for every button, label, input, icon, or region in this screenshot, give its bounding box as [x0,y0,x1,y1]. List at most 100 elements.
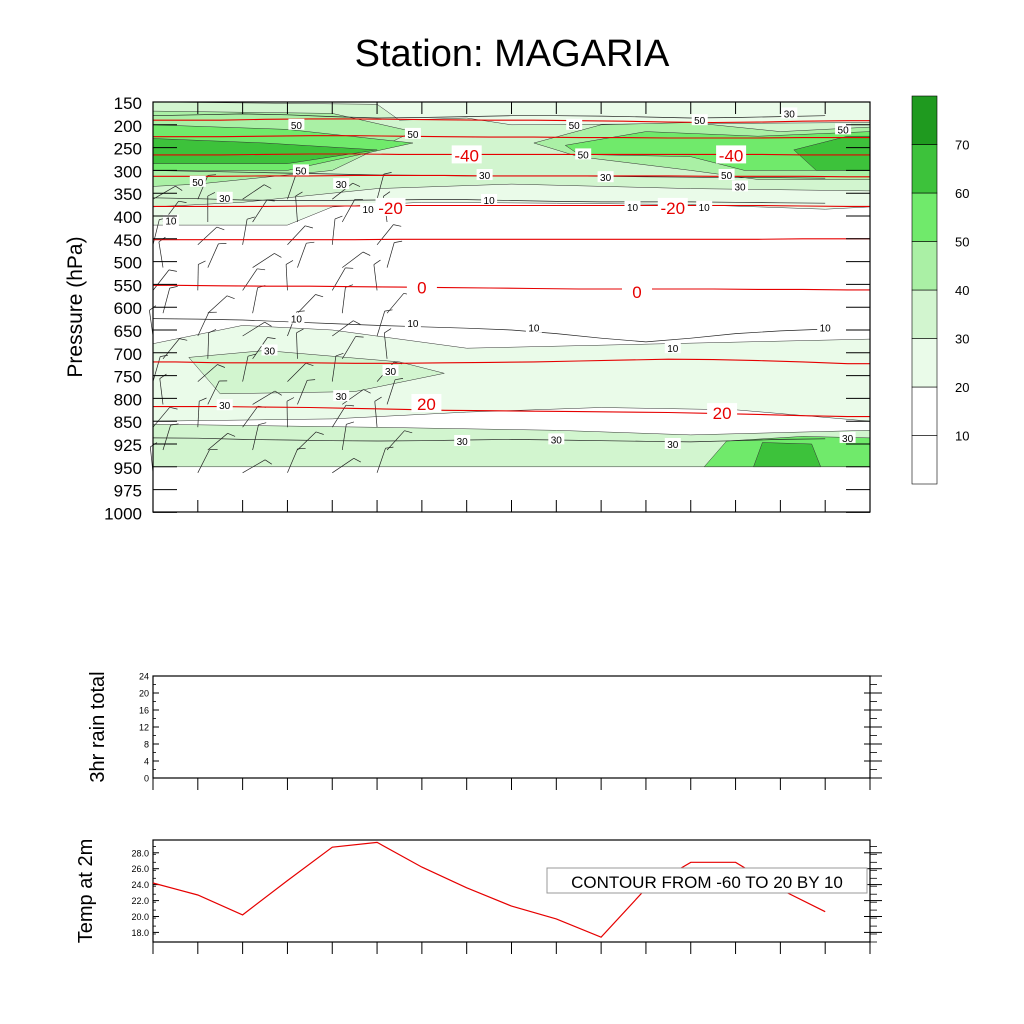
wind-barb-flag [208,329,217,334]
wind-barb [376,448,386,473]
wind-barb [252,424,259,451]
wind-label-bg [781,107,798,119]
wind-label-bg [261,344,278,356]
wind-barb-flag [274,390,282,396]
wind-speed-label: 30 [457,437,469,448]
contour-note-text: CONTOUR FROM -60 TO 20 BY 10 [571,873,843,892]
wind-barb [297,294,316,314]
temperature-contour-10 [153,358,870,365]
wind-barb [383,332,388,359]
wind-speed-label: 30 [219,401,231,412]
colorbar-label: 10 [955,429,969,444]
pressure-tick-label: 200 [114,117,142,136]
wind-barb-flag [198,260,206,265]
colorbar-box [911,241,938,291]
wind-barb [242,219,248,245]
wind-barb-flag [257,268,266,271]
wind-barb [162,288,171,314]
temperature-contour-label: 20 [417,395,436,414]
wind-barb [159,378,164,405]
wind-barb-flag [352,182,361,187]
pressure-tick-label: 950 [114,459,142,478]
y-tick-label: 0 [144,774,149,784]
rain-plot-frame [152,675,871,779]
wind-label-bg [382,365,399,376]
wind-barb-flag [335,352,344,357]
temperature-contour--10 [153,238,870,241]
wind-barb [342,389,364,405]
wind-barb [197,312,210,337]
wind-barb [242,459,266,474]
wind-barb [197,175,209,200]
wind-speed-label: 10 [699,203,711,214]
wind-speed-label: 30 [600,173,612,184]
wind-speed-contour [152,113,826,119]
colorbar-label: 60 [955,186,969,201]
wind-barb-flag [170,423,179,426]
temperature-contour-label: -40 [454,146,479,165]
wind-label-bg [162,214,179,226]
colorbar-label: 30 [955,332,969,347]
wind-barb-flag [274,253,282,258]
wind-barb [242,321,265,337]
wind-label-bg [189,175,206,187]
wind-barb [242,268,258,291]
wind-speed-label: 50 [291,121,303,132]
wind-barb [332,320,354,337]
pressure-tick-label: 300 [114,162,142,181]
wind-speed-label: 50 [407,130,419,141]
wind-label-bg [548,433,565,445]
temperature-contour-label: -40 [719,146,744,165]
temperature-contour--50 [153,118,870,124]
wind-speed-label: 50 [192,178,204,189]
wind-label-bg [691,114,708,126]
wind-speed-label: 30 [479,171,491,182]
wind-label-bg [718,169,735,180]
wind-barb-flag [150,442,158,448]
wind-barb-flag [393,224,402,227]
pressure-tick-label: 850 [114,413,142,432]
colorbar-box [911,386,938,436]
pressure-tick-label: 150 [114,94,142,113]
contour-note-box [546,867,868,894]
y-tick-label: 4 [144,757,149,767]
pressure-tick-label: 250 [114,140,142,159]
wind-barb [332,458,354,474]
wind-barb-flag [374,396,382,402]
rain-axis-label: 3hr rain total [87,671,109,782]
temperature-contour-0 [153,284,870,291]
wind-barb [341,424,347,451]
wind-speed-label: 50 [838,125,850,136]
wind-barb [252,390,276,405]
y-tick-label: 8 [144,740,149,750]
wind-barb [341,336,356,359]
wind-label-bg [333,390,350,402]
wind-barb [242,356,249,382]
wind-barb-flag [179,338,188,341]
wind-barb [331,355,337,382]
wind-barb-flag [353,457,361,463]
temperature-contour-20 [153,406,870,418]
wind-barb-flag [383,172,392,175]
wind-barb [197,401,200,428]
wind-barb-flag [305,225,313,229]
wind-barb [341,287,346,314]
wind-label-bg [404,127,421,139]
wind-barb [287,362,307,382]
wind-barb-flag [159,373,167,379]
wind-barb [341,199,356,223]
pressure-tick-label: 750 [114,368,142,387]
wind-barb-flag [394,240,403,243]
wind-barb [158,241,164,268]
wind-speed-label: 30 [336,392,348,403]
wind-barb-flag [199,397,207,402]
wind-label-bg [664,342,681,354]
y-tick-label: 26.0 [131,864,149,874]
wind-barb-flag [395,378,404,381]
colorbar: 10 20 30 40 50 60 70 [911,95,969,485]
wind-speed-label: 10 [484,196,496,207]
wind-barb [386,379,396,405]
wind-barb-flag [383,191,391,197]
wind-barb [207,332,210,359]
wind-barb [287,448,298,473]
